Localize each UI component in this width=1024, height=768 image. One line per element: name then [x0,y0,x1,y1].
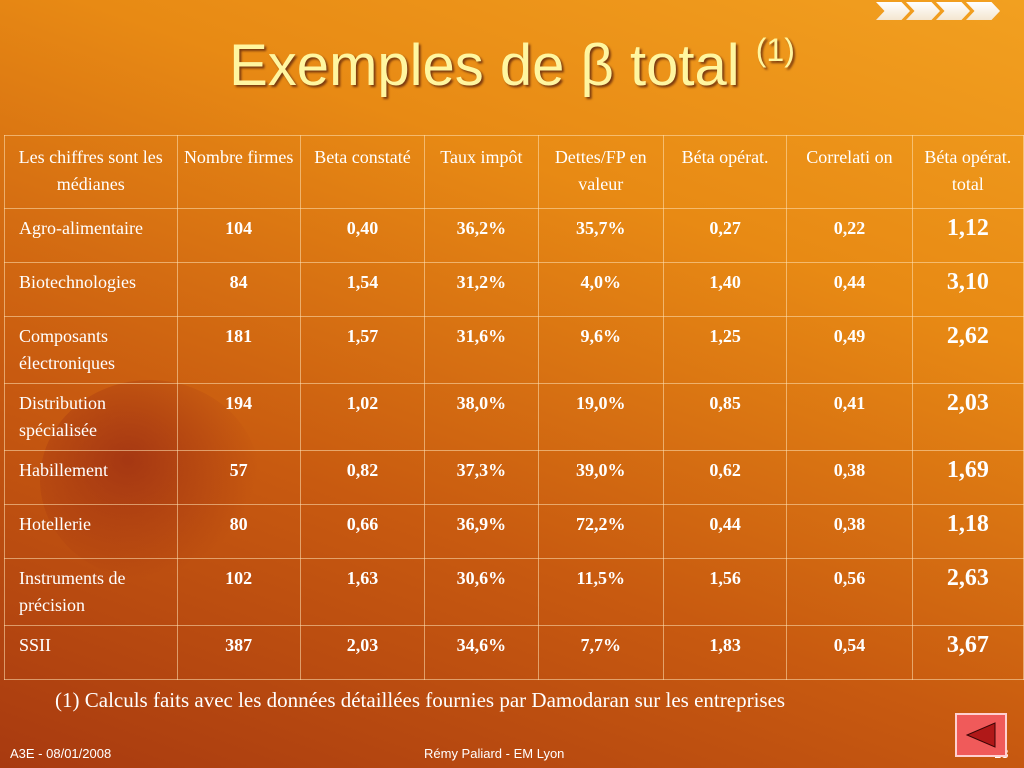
firms-cell: 84 [176,262,301,317]
beta-cell: 1,54 [299,262,426,317]
beta-cell: 1,57 [299,316,426,384]
slide-footer: A3E - 08/01/2008 Rémy Paliard - EM Lyon … [0,743,1024,768]
beta-total-cell: 3,10 [911,262,1024,317]
beta-total-cell: 1,69 [911,450,1024,505]
row-name: Biotechnologies [4,262,178,317]
firms-cell: 102 [176,558,301,626]
beta-op-cell: 1,25 [662,316,788,384]
table-row: SSII 387 2,03 34,6% 7,7% 1,83 0,54 3,67 [4,625,1024,680]
tax-cell: 36,9% [424,504,539,559]
correlation-cell: 0,56 [786,558,913,626]
row-name: Hotellerie [4,504,178,559]
col-header-beta-op: Béta opérat. [662,135,788,209]
beta-cell: 1,63 [299,558,426,626]
col-header-correlation: Correlati on [786,135,913,209]
beta-total-cell: 3,67 [911,625,1024,680]
table-row: Agro-alimentaire 104 0,40 36,2% 35,7% 0,27 0,2… [4,208,1024,263]
beta-op-cell: 0,44 [662,504,788,559]
debt-cell: 9,6% [537,316,664,384]
table-row: Instruments de précision 102 1,63 30,6% 11,5… [4,558,1024,626]
footer-author: Rémy Paliard - EM Lyon [424,746,565,761]
tax-cell: 36,2% [424,208,539,263]
col-header-tax: Taux impôt [424,135,539,209]
row-name: SSII [4,625,178,680]
footnote: (1) Calculs faits avec les données détai… [55,688,786,712]
firms-cell: 194 [176,383,301,451]
row-name: Agro-alimentaire [4,208,178,263]
correlation-cell: 0,38 [786,504,913,559]
debt-cell: 72,2% [537,504,664,559]
beta-table: Les chiffres sont les médianes Nombre fi… [4,135,1024,680]
debt-cell: 35,7% [537,208,664,263]
footer-date: A3E - 08/01/2008 [10,746,112,761]
beta-op-cell: 1,40 [662,262,788,317]
beta-cell: 2,03 [299,625,426,680]
col-header-medianes: Les chiffres sont les médianes [4,135,178,209]
table-row: Composants électroniques 181 1,57 31,6% 9,6%… [4,316,1024,384]
correlation-cell: 0,41 [786,383,913,451]
tax-cell: 31,2% [424,262,539,317]
tax-cell: 30,6% [424,558,539,626]
back-arrow-icon [965,722,996,748]
row-name: Composants électroniques [4,316,178,384]
beta-op-cell: 0,85 [662,383,788,451]
firms-cell: 387 [176,625,301,680]
beta-cell: 1,02 [299,383,426,451]
beta-op-cell: 0,27 [662,208,788,263]
beta-cell: 0,66 [299,504,426,559]
beta-total-cell: 1,12 [911,208,1024,263]
correlation-cell: 0,22 [786,208,913,263]
correlation-cell: 0,44 [786,262,913,317]
debt-cell: 11,5% [537,558,664,626]
beta-total-cell: 2,03 [911,383,1024,451]
debt-cell: 19,0% [537,383,664,451]
correlation-cell: 0,49 [786,316,913,384]
correlation-cell: 0,54 [786,625,913,680]
table-row: Distribution spécialisée 194 1,02 38,0% 19,0… [4,383,1024,451]
chevron-arrows-icon [876,2,1000,20]
col-header-firms: Nombre firmes [176,135,301,209]
tax-cell: 34,6% [424,625,539,680]
firms-cell: 104 [176,208,301,263]
row-name: Instruments de précision [4,558,178,626]
firms-cell: 80 [176,504,301,559]
col-header-beta-total: Béta opérat. total [911,135,1024,209]
beta-total-cell: 1,18 [911,504,1024,559]
beta-total-cell: 2,63 [911,558,1024,626]
table-row: Habillement 57 0,82 37,3% 39,0% 0,62 0,38 1,69 [4,450,1024,505]
firms-cell: 181 [176,316,301,384]
back-button[interactable] [955,713,1007,757]
table-row: Biotechnologies 84 1,54 31,2% 4,0% 1,40 0,44 3,… [4,262,1024,317]
beta-total-cell: 2,62 [911,316,1024,384]
debt-cell: 7,7% [537,625,664,680]
tax-cell: 38,0% [424,383,539,451]
beta-op-cell: 0,62 [662,450,788,505]
beta-op-cell: 1,56 [662,558,788,626]
table-row: Hotellerie 80 0,66 36,9% 72,2% 0,44 0,38 1,18 [4,504,1024,559]
tax-cell: 37,3% [424,450,539,505]
col-header-beta: Beta constaté [299,135,426,209]
table-header-row: Les chiffres sont les médianes Nombre fi… [4,135,1024,209]
tax-cell: 31,6% [424,316,539,384]
correlation-cell: 0,38 [786,450,913,505]
slide-title: Exemples de β total (1) [229,32,795,98]
beta-cell: 0,40 [299,208,426,263]
debt-cell: 39,0% [537,450,664,505]
beta-cell: 0,82 [299,450,426,505]
debt-cell: 4,0% [537,262,664,317]
firms-cell: 57 [176,450,301,505]
beta-op-cell: 1,83 [662,625,788,680]
row-name: Distribution spécialisée [4,383,178,451]
row-name: Habillement [4,450,178,505]
col-header-debt: Dettes/FP en valeur [537,135,664,209]
